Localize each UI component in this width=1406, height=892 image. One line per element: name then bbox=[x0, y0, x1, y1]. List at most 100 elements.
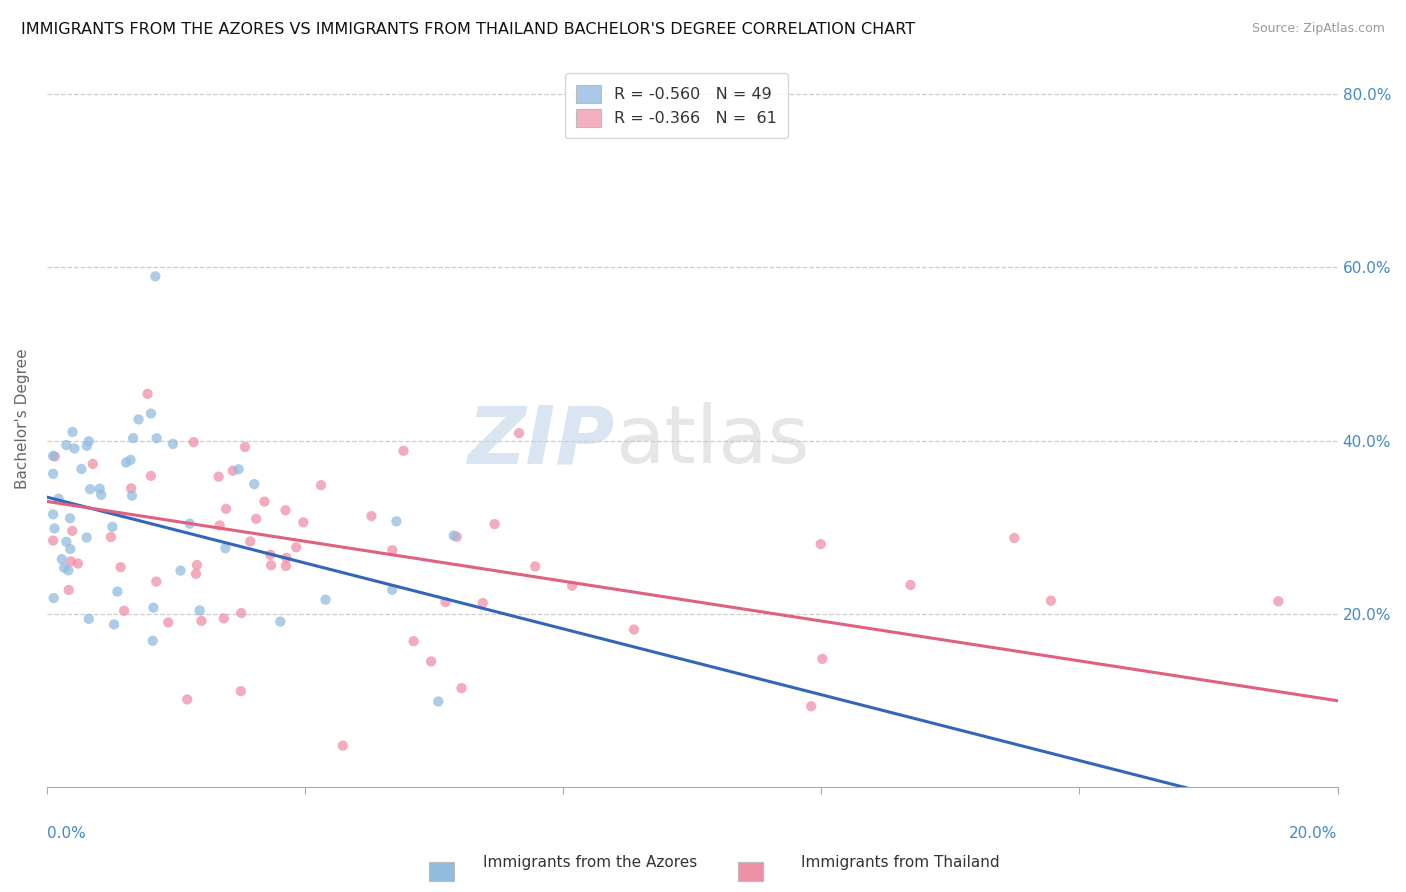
Point bbox=[427, 694, 450, 708]
Point bbox=[332, 739, 354, 753]
Point bbox=[63, 442, 86, 456]
Point bbox=[233, 440, 256, 454]
Point bbox=[269, 615, 291, 629]
Point bbox=[100, 530, 122, 544]
Text: atlas: atlas bbox=[614, 402, 808, 480]
Point bbox=[44, 521, 66, 535]
Point bbox=[176, 692, 198, 706]
Point bbox=[169, 564, 191, 578]
Point bbox=[62, 425, 84, 439]
Point bbox=[42, 467, 65, 481]
Point bbox=[434, 595, 457, 609]
Point bbox=[183, 435, 205, 450]
Point bbox=[76, 531, 98, 545]
Point bbox=[285, 541, 308, 555]
Point bbox=[446, 530, 468, 544]
Point bbox=[142, 600, 165, 615]
Point bbox=[157, 615, 180, 630]
Point bbox=[122, 431, 145, 445]
Point bbox=[228, 462, 250, 476]
Point bbox=[59, 541, 82, 556]
Point bbox=[90, 488, 112, 502]
Text: 0.0%: 0.0% bbox=[46, 826, 86, 841]
Point bbox=[623, 623, 645, 637]
Point bbox=[42, 533, 65, 548]
Point bbox=[420, 655, 443, 669]
Point bbox=[77, 434, 100, 449]
Point bbox=[121, 489, 143, 503]
Point bbox=[402, 634, 425, 648]
Point bbox=[103, 617, 125, 632]
Point bbox=[76, 439, 98, 453]
Point bbox=[179, 516, 201, 531]
Point bbox=[42, 591, 65, 605]
Point bbox=[184, 566, 207, 581]
Point bbox=[89, 482, 111, 496]
Point bbox=[58, 563, 80, 577]
Point bbox=[259, 548, 281, 562]
Point bbox=[70, 462, 93, 476]
Point bbox=[274, 503, 297, 517]
Point bbox=[42, 508, 65, 522]
Point bbox=[190, 614, 212, 628]
Point bbox=[253, 494, 276, 508]
Point bbox=[101, 520, 124, 534]
Point bbox=[79, 482, 101, 496]
Point bbox=[44, 450, 66, 464]
Point bbox=[59, 511, 82, 525]
Point bbox=[60, 524, 83, 538]
Point bbox=[66, 557, 89, 571]
Text: Source: ZipAtlas.com: Source: ZipAtlas.com bbox=[1251, 22, 1385, 36]
Point bbox=[385, 514, 408, 528]
Point bbox=[243, 477, 266, 491]
Point bbox=[59, 554, 82, 568]
Point bbox=[292, 516, 315, 530]
Point bbox=[508, 426, 530, 441]
Point bbox=[800, 699, 823, 714]
Point bbox=[222, 464, 245, 478]
Point bbox=[381, 582, 404, 597]
Point bbox=[900, 578, 922, 592]
Point bbox=[524, 559, 547, 574]
Point bbox=[82, 457, 104, 471]
Point bbox=[112, 604, 135, 618]
Point bbox=[561, 579, 583, 593]
Text: ZIP: ZIP bbox=[467, 402, 614, 480]
Point bbox=[139, 407, 162, 421]
Point bbox=[309, 478, 332, 492]
Point bbox=[120, 482, 142, 496]
Point bbox=[260, 558, 283, 573]
Point bbox=[276, 550, 298, 565]
Point bbox=[229, 684, 252, 698]
Point bbox=[231, 606, 253, 620]
Point bbox=[55, 438, 77, 452]
Point bbox=[77, 612, 100, 626]
Point bbox=[186, 558, 208, 572]
Point bbox=[212, 611, 235, 625]
Text: 20.0%: 20.0% bbox=[1289, 826, 1337, 841]
Point bbox=[381, 543, 404, 558]
Point bbox=[811, 652, 834, 666]
Point bbox=[1002, 531, 1025, 545]
Point bbox=[214, 541, 236, 556]
Text: Immigrants from Thailand: Immigrants from Thailand bbox=[800, 855, 1000, 870]
Text: IMMIGRANTS FROM THE AZORES VS IMMIGRANTS FROM THAILAND BACHELOR'S DEGREE CORRELA: IMMIGRANTS FROM THE AZORES VS IMMIGRANTS… bbox=[21, 22, 915, 37]
Point bbox=[48, 491, 70, 506]
Point bbox=[139, 468, 162, 483]
Point bbox=[188, 603, 211, 617]
Point bbox=[145, 574, 167, 589]
Point bbox=[162, 437, 184, 451]
Point bbox=[239, 534, 262, 549]
Point bbox=[215, 501, 238, 516]
Point bbox=[53, 560, 76, 574]
Point bbox=[58, 582, 80, 597]
Point bbox=[1039, 593, 1062, 607]
Point bbox=[145, 431, 167, 445]
Text: Immigrants from the Azores: Immigrants from the Azores bbox=[484, 855, 697, 870]
Point bbox=[810, 537, 832, 551]
Point bbox=[1267, 594, 1289, 608]
Point bbox=[107, 584, 129, 599]
Point bbox=[392, 443, 415, 458]
Point bbox=[245, 512, 267, 526]
Point bbox=[42, 449, 65, 463]
